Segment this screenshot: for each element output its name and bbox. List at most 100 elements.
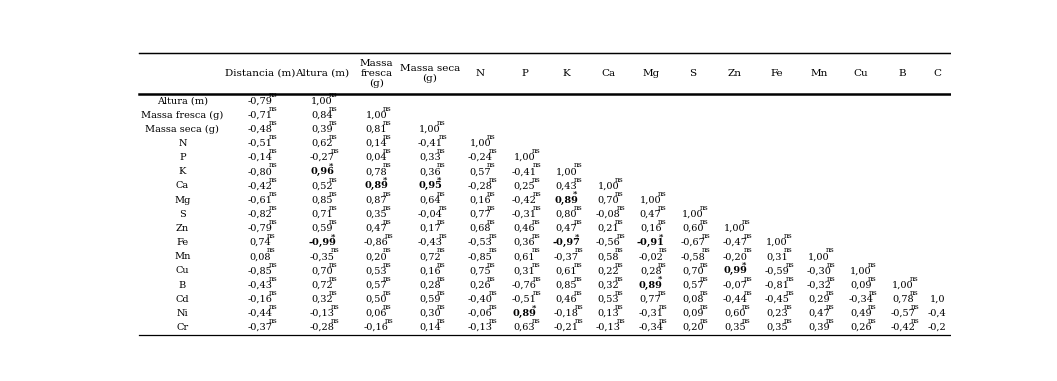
Text: 1,00: 1,00 xyxy=(469,139,492,148)
Text: ns: ns xyxy=(743,232,753,240)
Text: -0,16: -0,16 xyxy=(364,323,389,332)
Text: 0,50: 0,50 xyxy=(366,295,387,304)
Text: ns: ns xyxy=(700,261,708,269)
Text: 0,16: 0,16 xyxy=(639,224,662,233)
Text: -0,41: -0,41 xyxy=(418,139,443,148)
Text: ns: ns xyxy=(437,119,446,127)
Text: 1,00: 1,00 xyxy=(366,110,387,120)
Text: ns: ns xyxy=(615,289,624,297)
Text: -0,13: -0,13 xyxy=(596,323,620,332)
Text: -0,71: -0,71 xyxy=(247,110,273,120)
Text: -0,13: -0,13 xyxy=(310,309,334,318)
Text: 0,26: 0,26 xyxy=(850,323,872,332)
Text: 0,39: 0,39 xyxy=(311,125,333,134)
Text: -0,04: -0,04 xyxy=(418,210,443,219)
Text: 0,57: 0,57 xyxy=(469,167,492,176)
Text: 0,47: 0,47 xyxy=(639,210,662,219)
Text: ns: ns xyxy=(266,232,276,240)
Text: ns: ns xyxy=(657,218,666,226)
Text: -0,30: -0,30 xyxy=(806,266,832,275)
Text: 1,0: 1,0 xyxy=(929,295,945,304)
Text: 0,95: 0,95 xyxy=(418,181,442,190)
Text: -0,58: -0,58 xyxy=(681,252,705,261)
Text: ns: ns xyxy=(785,289,794,297)
Text: -0,37: -0,37 xyxy=(554,252,579,261)
Text: Cu: Cu xyxy=(853,69,868,78)
Text: ns: ns xyxy=(532,261,540,269)
Text: ns: ns xyxy=(268,176,277,184)
Text: -0,21: -0,21 xyxy=(554,323,579,332)
Text: -0,2: -0,2 xyxy=(928,323,946,332)
Text: ns: ns xyxy=(910,289,919,297)
Text: Ca: Ca xyxy=(175,181,189,190)
Text: ns: ns xyxy=(384,190,392,198)
Text: ns: ns xyxy=(268,289,277,297)
Text: ns: ns xyxy=(268,147,277,155)
Text: 0,89: 0,89 xyxy=(365,181,388,190)
Text: Mn: Mn xyxy=(174,252,190,261)
Text: ns: ns xyxy=(573,162,582,170)
Text: 0,32: 0,32 xyxy=(597,281,619,290)
Text: -0,4: -0,4 xyxy=(928,309,946,318)
Text: -0,44: -0,44 xyxy=(247,309,273,318)
Text: ns: ns xyxy=(573,261,582,269)
Text: 0,16: 0,16 xyxy=(420,266,441,275)
Text: ns: ns xyxy=(785,275,794,283)
Text: 0,20: 0,20 xyxy=(366,252,387,261)
Text: ns: ns xyxy=(700,303,708,311)
Text: -0,51: -0,51 xyxy=(247,139,273,148)
Text: 0,35: 0,35 xyxy=(724,323,746,332)
Text: ns: ns xyxy=(331,247,339,255)
Text: ns: ns xyxy=(700,317,708,325)
Text: 1,00: 1,00 xyxy=(639,195,662,205)
Text: ns: ns xyxy=(615,176,624,184)
Text: P: P xyxy=(521,69,527,78)
Text: ns: ns xyxy=(329,119,337,127)
Text: ns: ns xyxy=(268,91,277,99)
Text: K: K xyxy=(179,167,186,176)
Text: 0,16: 0,16 xyxy=(469,195,492,205)
Text: ns: ns xyxy=(384,119,392,127)
Text: ns: ns xyxy=(437,147,446,155)
Text: 0,96: 0,96 xyxy=(310,167,334,176)
Text: 0,39: 0,39 xyxy=(809,323,830,332)
Text: ns: ns xyxy=(437,275,446,283)
Text: ns: ns xyxy=(268,261,277,269)
Text: Mg: Mg xyxy=(174,195,190,205)
Text: ns: ns xyxy=(742,303,750,311)
Text: ns: ns xyxy=(828,275,836,283)
Text: 0,78: 0,78 xyxy=(366,167,387,176)
Text: 0,13: 0,13 xyxy=(597,309,619,318)
Text: *: * xyxy=(742,261,746,269)
Text: 0,74: 0,74 xyxy=(249,238,271,247)
Text: S: S xyxy=(179,210,186,219)
Text: 0,70: 0,70 xyxy=(683,266,704,275)
Text: *: * xyxy=(331,232,335,240)
Text: -0,81: -0,81 xyxy=(764,281,790,290)
Text: B: B xyxy=(179,281,186,290)
Text: 1,00: 1,00 xyxy=(892,281,913,290)
Text: 1,00: 1,00 xyxy=(597,181,619,190)
Text: 0,72: 0,72 xyxy=(419,252,441,261)
Text: -0,06: -0,06 xyxy=(468,309,493,318)
Text: ns: ns xyxy=(784,232,793,240)
Text: ns: ns xyxy=(573,275,582,283)
Text: P: P xyxy=(179,153,186,162)
Text: ns: ns xyxy=(439,232,447,240)
Text: -0,31: -0,31 xyxy=(638,309,663,318)
Text: 0,77: 0,77 xyxy=(639,295,662,304)
Text: -0,41: -0,41 xyxy=(512,167,537,176)
Text: 0,60: 0,60 xyxy=(683,224,704,233)
Text: ns: ns xyxy=(533,162,541,170)
Text: Massa
fresca
(g): Massa fresca (g) xyxy=(359,59,393,88)
Text: Mg: Mg xyxy=(642,69,660,78)
Text: ns: ns xyxy=(615,190,624,198)
Text: ns: ns xyxy=(487,204,496,212)
Text: ns: ns xyxy=(868,261,876,269)
Text: 0,47: 0,47 xyxy=(556,224,577,233)
Text: ns: ns xyxy=(784,303,793,311)
Text: -0,43: -0,43 xyxy=(247,281,273,290)
Text: -0,76: -0,76 xyxy=(512,281,537,290)
Text: ns: ns xyxy=(616,204,626,212)
Text: -0,57: -0,57 xyxy=(890,309,915,318)
